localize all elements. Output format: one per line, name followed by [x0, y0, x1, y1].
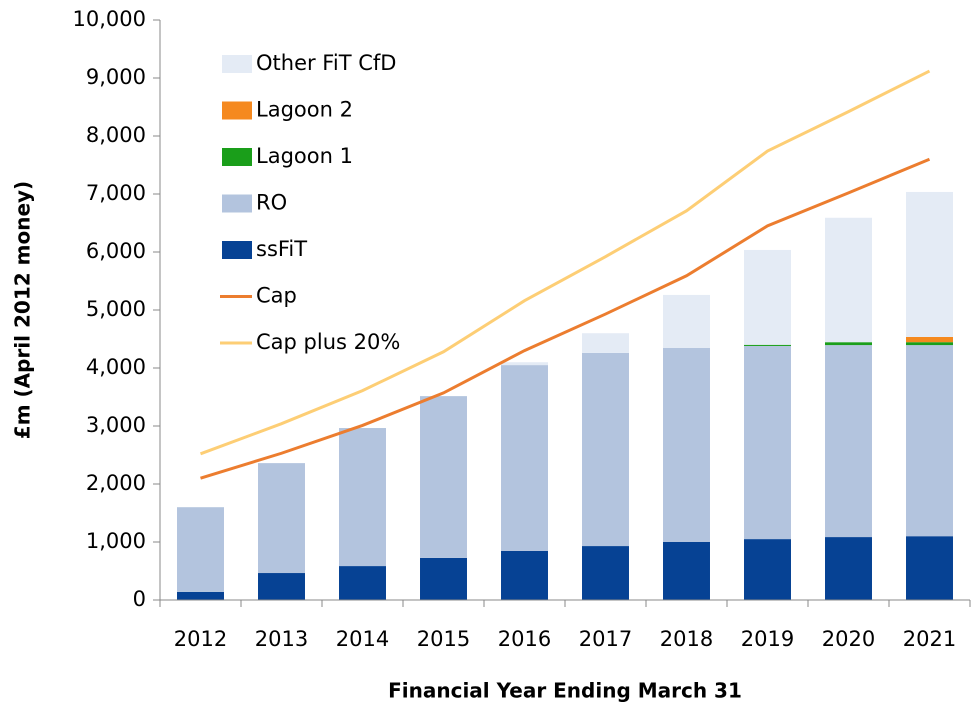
bar-segment [582, 546, 629, 600]
x-tick-label: 2013 [255, 627, 308, 651]
bar-segment [906, 345, 953, 537]
x-tick-label: 2014 [336, 627, 389, 651]
bar-segment [501, 550, 548, 600]
legend-label: Cap plus 20% [256, 330, 400, 354]
bar-segment [906, 336, 953, 343]
bar-segment [906, 536, 953, 600]
y-tick-label: 5,000 [86, 297, 146, 321]
bar-segment [744, 249, 791, 345]
legend-label: ssFiT [256, 237, 307, 261]
bar-segment [420, 396, 467, 558]
bar-segment [744, 539, 791, 600]
bar-segment [501, 362, 548, 366]
bar-segment [663, 347, 710, 542]
bar-segment [582, 352, 629, 547]
x-tick-label: 2015 [417, 627, 470, 651]
legend-label: Cap [256, 284, 297, 308]
legend-label: Lagoon 1 [256, 144, 353, 168]
bar-segment [420, 557, 467, 600]
line-series [200, 157, 931, 480]
x-tick-label: 2017 [579, 627, 632, 651]
y-axis-title: £m (April 2012 money) [11, 181, 35, 439]
y-tick-label: 0 [133, 587, 146, 611]
y-tick-label: 7,000 [86, 181, 146, 205]
bar-segment [339, 566, 386, 600]
x-tick-label: 2012 [174, 627, 227, 651]
y-tick-label: 2,000 [86, 471, 146, 495]
bar-segment [825, 342, 872, 346]
bar-segment [339, 428, 386, 567]
legend-label: RO [256, 191, 287, 215]
bar-segment [906, 191, 953, 337]
bar-segment [501, 365, 548, 551]
y-tick-label: 10,000 [73, 7, 146, 31]
legend-label: Lagoon 2 [256, 98, 353, 122]
bar-segment [825, 217, 872, 343]
bar-segment [582, 333, 629, 353]
legend-swatch [222, 101, 252, 120]
y-tick-label: 1,000 [86, 529, 146, 553]
x-tick-label: 2016 [498, 627, 551, 651]
x-tick-label: 2021 [903, 627, 956, 651]
y-tick-label: 6,000 [86, 239, 146, 263]
bar-segment [663, 542, 710, 600]
x-axis-title: Financial Year Ending March 31 [388, 679, 742, 703]
bar-segment [663, 294, 710, 348]
y-tick-label: 9,000 [86, 65, 146, 89]
bar-segment [258, 573, 305, 600]
bar-segment [177, 591, 224, 600]
bar-segment [825, 345, 872, 538]
x-tick-label: 2019 [741, 627, 794, 651]
bar-segment [744, 345, 791, 540]
bar-segment [177, 507, 224, 592]
legend-swatch [222, 148, 252, 166]
line-series [199, 69, 931, 456]
x-tick-label: 2018 [660, 627, 713, 651]
legend-swatch [222, 55, 252, 73]
bar-segment [906, 342, 953, 346]
x-tick-label: 2020 [822, 627, 875, 651]
y-tick-label: 4,000 [86, 355, 146, 379]
legend-swatch [222, 194, 252, 213]
legend-swatch [222, 241, 252, 259]
legend-label: Other FiT CfD [256, 51, 396, 75]
bar-segment [744, 344, 791, 346]
y-tick-label: 8,000 [86, 123, 146, 147]
bar-segment [258, 463, 305, 574]
bar-segment [825, 537, 872, 600]
y-tick-label: 3,000 [86, 413, 146, 437]
